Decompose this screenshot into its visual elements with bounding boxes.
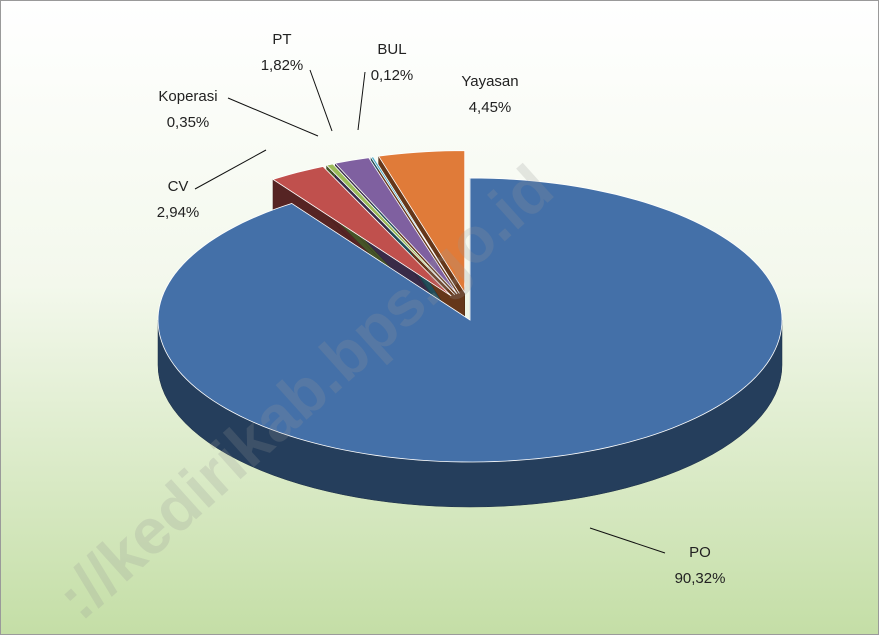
- category-label: Koperasi: [158, 88, 217, 105]
- category-label: PO: [689, 544, 711, 561]
- slice: [370, 156, 460, 294]
- slice: [377, 150, 466, 294]
- pie: [157, 150, 783, 508]
- leader-line: [227, 97, 319, 137]
- slice: [272, 166, 452, 297]
- leader-line: [589, 527, 666, 554]
- slice: [334, 157, 458, 295]
- value-label: 1,82%: [261, 57, 304, 74]
- value-label: 90,32%: [675, 570, 726, 587]
- value-label: 2,94%: [157, 204, 200, 221]
- leader-line: [357, 71, 366, 131]
- leader-line: [194, 149, 267, 190]
- value-label: 0,12%: [371, 67, 414, 84]
- category-label: CV: [168, 178, 189, 195]
- slice: [157, 177, 783, 463]
- category-label: BUL: [377, 41, 406, 58]
- slice: [325, 163, 456, 295]
- category-label: Yayasan: [461, 73, 518, 90]
- value-label: 0,35%: [167, 114, 210, 131]
- category-label: PT: [272, 31, 291, 48]
- labels: PO 90,32% CV 2,94% Koperasi 0,35% PT 1,82% BUL 0,…: [157, 31, 726, 587]
- leader-line: [309, 69, 333, 132]
- value-label: 4,45%: [469, 99, 512, 116]
